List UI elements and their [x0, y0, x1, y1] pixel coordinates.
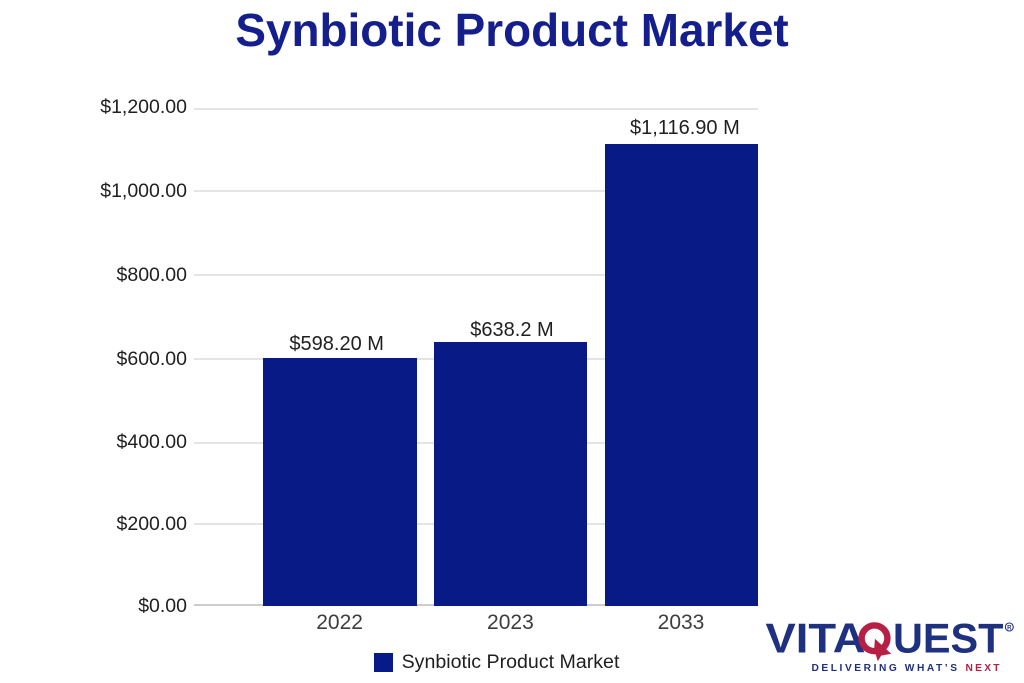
svg-text:NEXT: NEXT: [966, 663, 1001, 674]
svg-text:DELIVERING WHAT’S: DELIVERING WHAT’S: [812, 663, 958, 674]
svg-text:VITA: VITA: [766, 614, 866, 661]
svg-text:UEST: UEST: [893, 614, 1004, 661]
svg-text:R: R: [1007, 626, 1012, 632]
